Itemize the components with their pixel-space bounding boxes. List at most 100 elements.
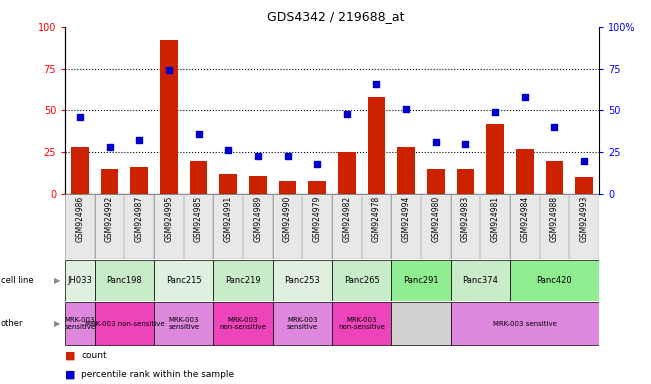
Bar [368,97,385,194]
Bar [184,194,214,259]
Text: GSM924989: GSM924989 [253,196,262,242]
Text: GSM924985: GSM924985 [194,196,203,242]
Text: count: count [81,351,107,360]
Bar [273,260,332,301]
Bar [516,149,534,194]
Text: Panc253: Panc253 [284,276,320,285]
Bar [456,169,475,194]
Point [490,109,501,115]
Text: percentile rank within the sample: percentile rank within the sample [81,370,234,379]
Point [253,152,263,159]
Text: GSM924990: GSM924990 [283,196,292,242]
Bar [154,302,214,345]
Bar [249,175,267,194]
Bar [309,180,326,194]
Bar [65,302,95,345]
Point [193,131,204,137]
Bar [575,177,593,194]
Text: GSM924982: GSM924982 [342,196,352,242]
Bar [332,194,362,259]
Bar [130,167,148,194]
Text: JH033: JH033 [68,276,92,285]
Bar [362,194,391,259]
Bar [397,147,415,194]
Bar [154,194,214,259]
Bar [65,194,95,259]
Bar [540,194,569,259]
Bar [510,194,599,259]
Point [549,124,560,130]
Text: ▶: ▶ [54,276,61,285]
Point [223,147,234,154]
Point [75,114,85,120]
Bar [427,169,445,194]
Text: GSM924994: GSM924994 [402,196,411,242]
Bar [391,194,450,259]
Bar [214,302,273,345]
Text: GSM924995: GSM924995 [165,196,173,242]
Bar [95,194,124,259]
Bar [332,302,391,345]
Bar [391,194,421,259]
Bar [510,260,599,301]
Point [104,144,115,150]
Bar [124,194,154,259]
Bar [302,194,332,259]
Bar [332,260,391,301]
Point [401,106,411,112]
Bar [450,260,510,301]
Point [134,137,145,144]
Text: ■: ■ [65,369,76,379]
Point [342,111,352,117]
Bar [65,260,95,301]
Bar [101,169,118,194]
Bar [95,260,154,301]
Bar [214,194,273,259]
Text: GSM924981: GSM924981 [491,196,499,242]
Text: Panc215: Panc215 [166,276,202,285]
Text: GSM924987: GSM924987 [135,196,144,242]
Text: GSM924983: GSM924983 [461,196,470,242]
Bar [569,194,599,259]
Text: GSM924986: GSM924986 [76,196,85,242]
Text: cell line: cell line [1,276,33,285]
Bar [450,194,480,259]
Bar [450,194,510,259]
Bar [154,194,184,259]
Text: Panc374: Panc374 [462,276,498,285]
Text: MRK-003
sensitive: MRK-003 sensitive [64,317,96,330]
Text: GSM924991: GSM924991 [224,196,232,242]
Point [430,139,441,145]
Text: MRK-003
non-sensitive: MRK-003 non-sensitive [219,317,266,330]
Bar [279,180,296,194]
Bar [273,194,302,259]
Bar [214,260,273,301]
Bar [65,194,95,259]
Text: other: other [1,319,23,328]
Bar [214,194,243,259]
Bar [338,152,355,194]
Point [312,161,322,167]
Text: GSM924980: GSM924980 [432,196,440,242]
Bar [71,147,89,194]
Point [283,152,293,159]
Text: GSM924988: GSM924988 [550,196,559,242]
Text: GDS4342 / 219688_at: GDS4342 / 219688_at [267,10,404,23]
Text: GSM924984: GSM924984 [520,196,529,242]
Bar [273,302,332,345]
Text: MRK-003 sensitive: MRK-003 sensitive [493,321,557,326]
Text: GSM924993: GSM924993 [579,196,589,242]
Bar [486,124,504,194]
Text: GSM924978: GSM924978 [372,196,381,242]
Bar [243,194,273,259]
Point [519,94,530,100]
Text: GSM924979: GSM924979 [312,196,322,242]
Text: ▶: ▶ [54,319,61,328]
Point [371,81,381,87]
Text: MRK-003
non-sensitive: MRK-003 non-sensitive [339,317,385,330]
Bar [546,161,563,194]
Bar [154,260,214,301]
Bar [95,302,154,345]
Bar [332,194,391,259]
Bar [160,40,178,194]
